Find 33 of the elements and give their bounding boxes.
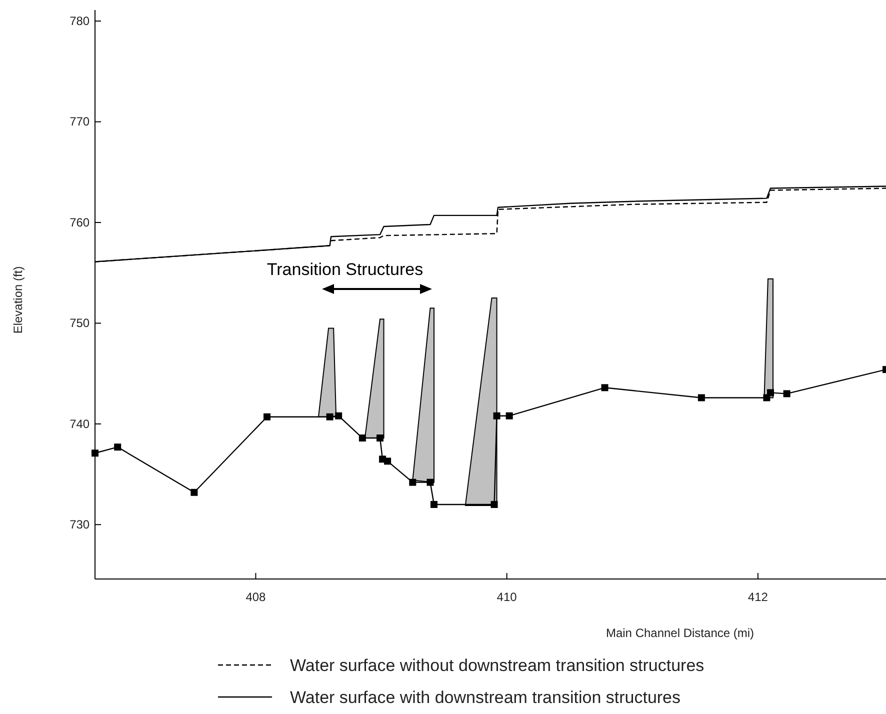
y-tick-label: 770 [70, 114, 90, 129]
y-tick-label: 740 [70, 416, 90, 431]
x-tick-label: 408 [246, 590, 266, 604]
point [698, 394, 705, 402]
x-tick-label: 410 [496, 590, 518, 604]
y-tick-label: 750 [70, 316, 90, 330]
point [92, 450, 98, 457]
point [426, 478, 434, 486]
point [114, 444, 122, 451]
legend-label: Water surface with downstream transition structures [290, 688, 681, 707]
point [490, 500, 498, 508]
point [493, 412, 500, 420]
y-axis-title: Elevation (ft) [11, 266, 25, 334]
point [376, 434, 384, 442]
point [358, 434, 366, 442]
point [766, 389, 774, 396]
point [506, 412, 513, 420]
annotation: Transition Structures [266, 260, 424, 279]
point [409, 478, 416, 486]
point [601, 384, 608, 392]
y-tick-label: 780 [70, 14, 90, 28]
point [326, 413, 334, 420]
point [430, 500, 438, 508]
y-tick-label: 760 [70, 215, 90, 230]
point [335, 412, 342, 420]
x-axis-title: Main Channel Distance (mi) [606, 626, 754, 640]
y-tick-label: 730 [70, 517, 90, 532]
point [190, 488, 198, 496]
point [264, 413, 271, 420]
x-tick-label: 412 [748, 590, 768, 604]
point [384, 458, 392, 465]
point [783, 390, 790, 398]
legend-label: Water surface without downstream transition structures [290, 656, 704, 675]
